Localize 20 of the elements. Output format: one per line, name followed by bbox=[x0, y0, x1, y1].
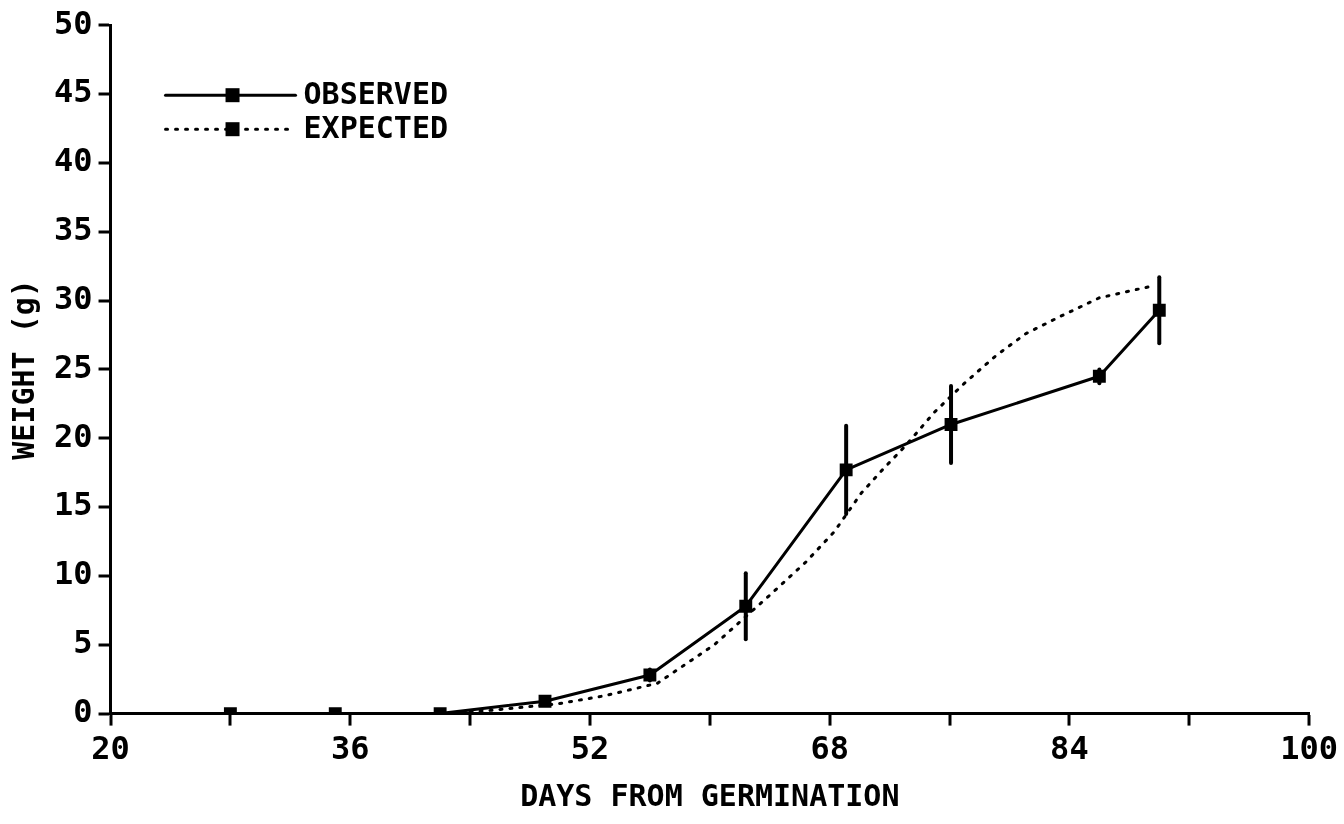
y-tick-label: 50 bbox=[54, 3, 93, 42]
x-tick-label: 68 bbox=[810, 729, 849, 768]
y-tick-label: 45 bbox=[54, 72, 93, 111]
y-tick-label: 5 bbox=[73, 623, 93, 662]
y-tick-label: 10 bbox=[54, 554, 93, 593]
y-tick-label: 15 bbox=[54, 485, 93, 524]
x-tick-label: 100 bbox=[1280, 729, 1338, 768]
y-tick-label: 40 bbox=[54, 141, 93, 180]
x-axis-title: DAYS FROM GERMINATION bbox=[520, 777, 900, 813]
x-tick-label: 52 bbox=[570, 729, 610, 768]
y-tick-label: 25 bbox=[54, 347, 93, 386]
y-tick-label: 0 bbox=[73, 691, 93, 730]
y-tick-label: 20 bbox=[54, 416, 93, 455]
y-tick-label: 30 bbox=[54, 278, 93, 317]
y-tick-label: 35 bbox=[54, 210, 93, 249]
x-tick-label: 84 bbox=[1050, 729, 1089, 768]
x-tick-label: 36 bbox=[330, 729, 370, 768]
legend-label: EXPECTED bbox=[303, 110, 449, 145]
y-axis-title: WEIGHT (g) bbox=[5, 279, 41, 460]
legend-label: OBSERVED bbox=[303, 76, 449, 111]
